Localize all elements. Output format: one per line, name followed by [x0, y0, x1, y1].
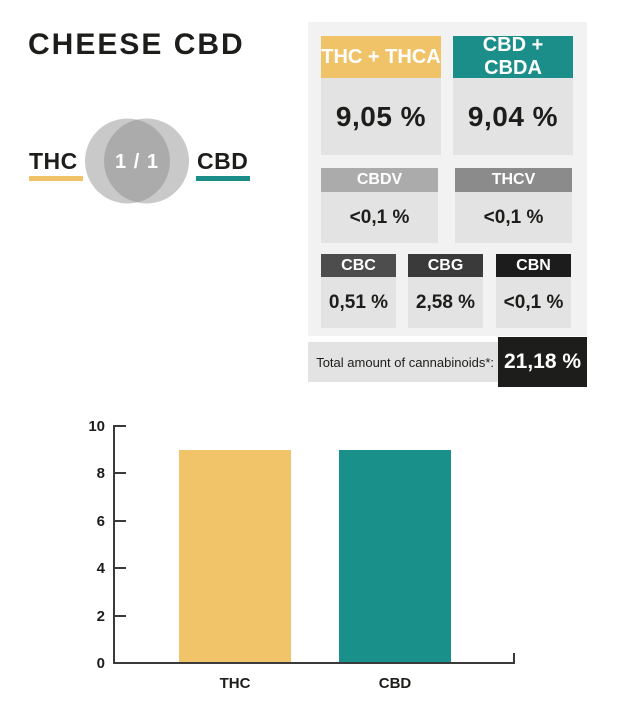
cannabinoid-cell-value: <0,1 %: [455, 192, 572, 243]
total-cannabinoids-value: 21,18 %: [498, 337, 587, 387]
cannabinoid-cell-header: CBN: [496, 254, 571, 277]
ratio-left-label: THC: [29, 148, 78, 174]
cannabinoid-cell-header: CBG: [408, 254, 483, 277]
cannabinoid-cell-value: 9,05 %: [321, 78, 441, 155]
bar-chart: 0 2 4 6 8 10 THC CBD: [88, 419, 515, 692]
x-category-label-THC: THC: [219, 675, 251, 692]
y-tick-label: 10: [88, 418, 105, 435]
cannabinoid-cell-cbg: CBG 2,58 %: [408, 254, 483, 328]
cannabinoid-cell-header: CBD + CBDA: [453, 34, 573, 79]
bar-CBD: [339, 449, 451, 662]
cannabinoid-cell-header: THCV: [455, 168, 572, 192]
ratio-right-label: CBD: [197, 148, 249, 174]
ratio-value: 1 / 1: [115, 151, 159, 173]
y-tick-label: 2: [96, 607, 105, 625]
cannabinoid-cell-cbd-cbda: CBD + CBDA 9,04 %: [453, 34, 573, 155]
y-tick-label: 4: [96, 560, 105, 578]
cannabinoid-cell-header: CBDV: [321, 168, 438, 192]
bar-THC: [179, 449, 291, 662]
x-axis-end-tick: [513, 653, 515, 662]
y-axis-tick: [115, 614, 126, 617]
y-axis-tick: [115, 519, 126, 522]
y-axis: [113, 425, 115, 664]
x-category-label-CBD: CBD: [378, 675, 412, 692]
page-title: CHEESE CBD: [28, 28, 245, 61]
cannabinoid-cell-header: CBC: [321, 254, 396, 277]
y-tick-label: 6: [96, 512, 105, 530]
cannabinoid-panel: THC + THCA 9,05 % CBD + CBDA 9,04 % CBDV…: [308, 22, 587, 336]
cannabinoid-cell-value: 2,58 %: [408, 277, 483, 328]
cannabinoid-cell-cbn: CBN <0,1 %: [496, 254, 571, 328]
cannabinoid-cell-thcv: THCV <0,1 %: [455, 168, 572, 243]
total-cannabinoids-label: Total amount of cannabinoids*:: [308, 342, 498, 382]
cannabinoid-cell-value: <0,1 %: [321, 192, 438, 243]
y-axis-tick: [115, 472, 126, 475]
cannabinoid-cell-cbc: CBC 0,51 %: [321, 254, 396, 328]
y-axis-tick: [115, 425, 126, 427]
y-axis-tick: [115, 567, 126, 570]
cannabinoid-cell-value: 9,04 %: [453, 78, 573, 155]
cannabinoid-cell-value: 0,51 %: [321, 277, 396, 328]
cannabinoid-cell-header: THC + THCA: [321, 36, 441, 78]
cannabinoid-cell-value: <0,1 %: [496, 277, 571, 328]
ratio-left-underline: [29, 176, 83, 181]
y-tick-label: 0: [96, 655, 105, 672]
ratio-right-underline: [196, 176, 250, 181]
cannabinoid-cell-cbdv: CBDV <0,1 %: [321, 168, 438, 243]
y-tick-label: 8: [96, 465, 105, 483]
thc-cbd-ratio-venn-icon: 1 / 1: [85, 118, 189, 204]
cannabinoid-cell-thc-thca: THC + THCA 9,05 %: [321, 36, 441, 155]
x-axis: [113, 662, 515, 664]
